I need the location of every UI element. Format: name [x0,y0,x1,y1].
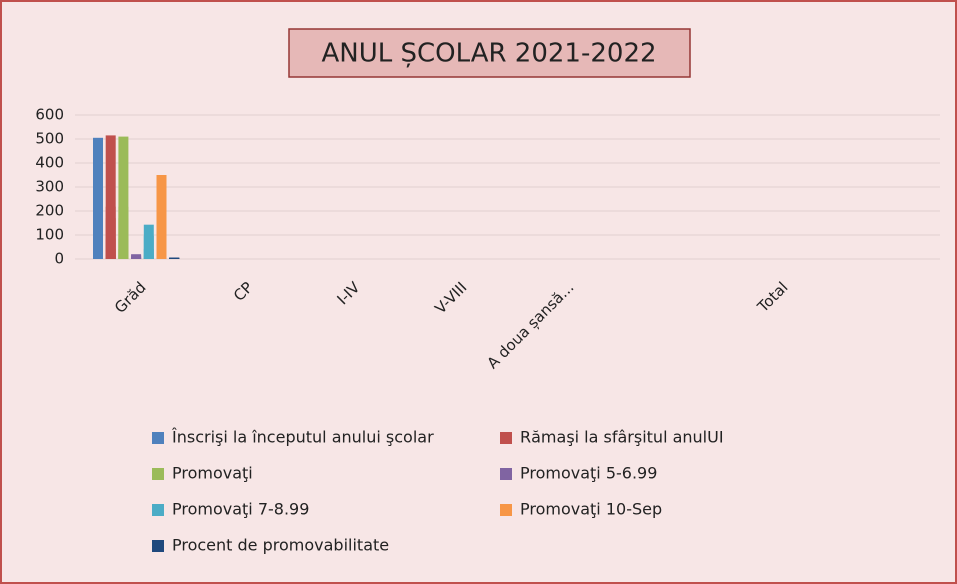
bar [118,136,129,259]
legend-label: Rămaşi la sfârşitul anulUI [520,428,724,447]
legend-swatch [152,540,164,552]
legend-swatch [500,468,512,480]
legend-label: Promovaţi 7-8.99 [172,500,309,519]
legend-label: Promovaţi 5-6.99 [520,464,657,483]
legend-label: Promovaţi [172,464,253,483]
legend-label: Procent de promovabilitate [172,536,389,555]
y-tick-label: 100 [35,226,64,244]
bar [105,135,116,259]
chart-title: ANUL ȘCOLAR 2021-2022 [321,39,656,69]
y-tick-label: 300 [35,178,64,196]
legend-swatch [500,432,512,444]
y-tick-label: 500 [35,130,64,148]
bar [93,137,103,259]
bar [156,175,167,259]
legend-label: Promovaţi 10-Sep [520,500,662,519]
title-box [288,28,691,78]
bar [131,254,142,259]
legend-swatch [152,504,164,516]
bar [169,257,180,259]
y-tick-label: 600 [35,106,64,124]
bar [143,224,154,259]
legend-swatch [500,504,512,516]
y-tick-label: 200 [35,202,64,220]
legend-swatch [152,468,164,480]
legend-swatch [152,432,164,444]
legend-label: Înscrişi la începutul anului şcolar [171,428,434,447]
y-tick-label: 400 [35,154,64,172]
y-tick-label: 0 [54,250,64,268]
